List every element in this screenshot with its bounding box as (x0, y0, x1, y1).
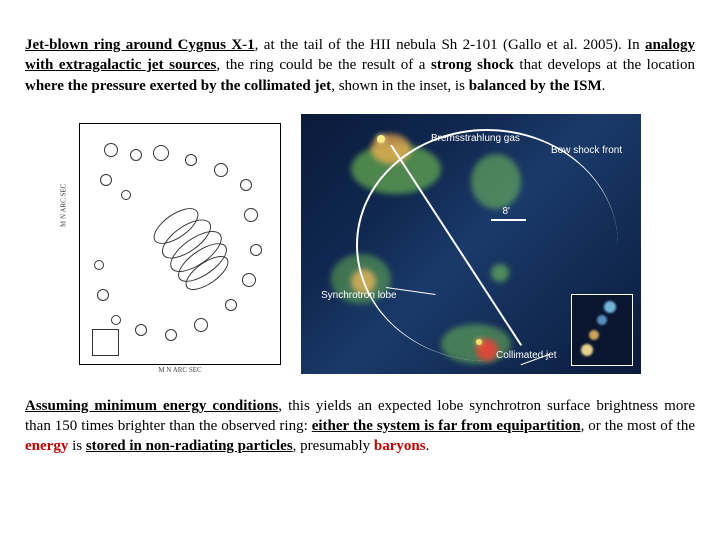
figure-right-nebula: 8' Bremsstrahlung gas Bow shock front Sync… (301, 114, 641, 374)
text-seg: where the pressure exerted by the collim… (25, 78, 331, 94)
contour-dot (214, 163, 228, 177)
text-seg: . (426, 438, 430, 454)
inset-jet-knot (589, 330, 599, 340)
text-seg: is (68, 438, 86, 454)
contour-dot (165, 329, 177, 341)
figure-annotation-label: Bremsstrahlung gas (431, 132, 520, 146)
inset-jet-knot (604, 301, 616, 313)
text-seg: , at the tail of the HII nebula Sh 2-101… (255, 37, 645, 53)
contour-dot (194, 318, 208, 332)
contour-dot (244, 208, 258, 222)
text-seg: , presumably (293, 438, 374, 454)
inset-jet-knot (581, 344, 593, 356)
figure-left-inset (92, 329, 119, 356)
axis-y-label: M N ARC SEC (59, 183, 68, 226)
contour-dot (104, 143, 118, 157)
text-seg: baryons (374, 438, 426, 454)
scale-bar (491, 219, 526, 221)
paragraph-bottom: Assuming minimum energy conditions, this… (25, 396, 695, 457)
figure-right-inset (571, 294, 633, 366)
figure-annotation-label: Synchrotron lobe (321, 289, 397, 303)
contour-dot (111, 315, 121, 325)
text-seg: . (602, 78, 606, 94)
text-seg: stored in non-radiating particles (86, 438, 293, 454)
text-seg: Assuming minimum energy conditions (25, 398, 278, 414)
text-seg: balanced by the ISM (469, 78, 602, 94)
figure-left-contour-map: M N ARC SEC M N ARC SEC (79, 123, 281, 365)
scale-bar-label: 8' (503, 205, 510, 219)
paragraph-top: Jet-blown ring around Cygnus X-1, at the… (25, 35, 695, 96)
axis-x-label: M N ARC SEC (158, 366, 201, 375)
contour-dot (185, 154, 197, 166)
contour-dot (130, 149, 142, 161)
figure-annotation-label: Bow shock front (551, 144, 622, 158)
text-seg: energy (25, 438, 68, 454)
inset-jet-knot (597, 315, 607, 325)
contour-dot (97, 289, 109, 301)
contour-dot (94, 260, 104, 270)
contour-dot (135, 324, 147, 336)
contour-dot (250, 244, 262, 256)
contour-dot (121, 190, 131, 200)
text-seg: Jet-blown ring around Cygnus X-1 (25, 37, 255, 53)
contour-dot (153, 145, 169, 161)
contour-dot (100, 174, 112, 186)
text-seg: either the system is far from equipartit… (312, 418, 581, 434)
text-seg: , shown in the inset, is (331, 78, 469, 94)
text-seg: , or the most of the (581, 418, 695, 434)
text-seg: that develops at the location (514, 57, 695, 73)
contour-dot (242, 273, 256, 287)
bright-source-point (377, 135, 385, 143)
contour-dot (240, 179, 252, 191)
contour-dot (225, 299, 237, 311)
text-seg: strong shock (431, 57, 514, 73)
figure-row: M N ARC SEC M N ARC SEC 8' Bremsstrahlun… (25, 114, 695, 374)
text-seg: , the ring could be the result of a (216, 57, 431, 73)
